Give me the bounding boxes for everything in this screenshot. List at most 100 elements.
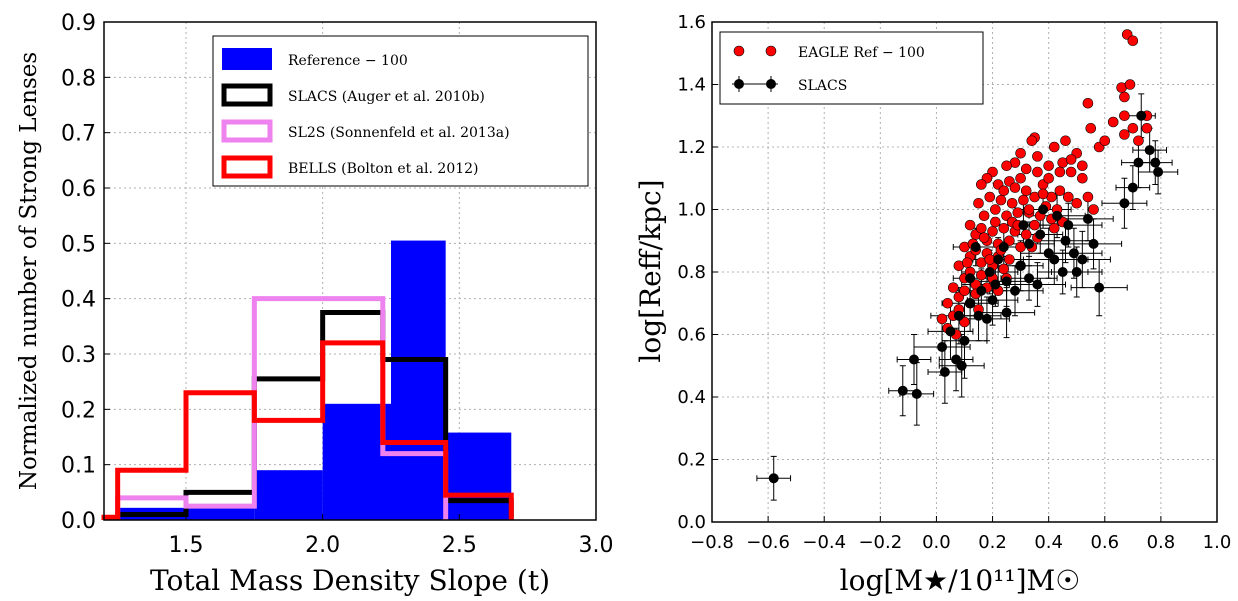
y-axis-label: Normalized number of Strong Lenses — [16, 52, 42, 490]
eagle-point — [1133, 135, 1144, 147]
eagle-point — [976, 179, 987, 190]
legend-label: Reference − 100 — [288, 53, 408, 69]
eagle-point — [1004, 254, 1015, 265]
eagle-point — [1054, 166, 1066, 178]
eagle-point — [962, 257, 973, 268]
eagle-point — [987, 226, 998, 237]
legend-label: SL2S (Sonnenfeld et al. 2013a) — [288, 125, 510, 141]
legend-marker — [766, 79, 776, 89]
eagle-point — [1048, 141, 1060, 153]
slacs-point — [1018, 220, 1029, 231]
histogram-bar — [445, 432, 512, 520]
slacs-point — [1052, 210, 1063, 221]
histogram-panel: 1.5 2.0 2.5 3.0 0.0 0.1 0.2 0.3 0.4 0.5 0.6 0.7 0.8 0… — [16, 11, 614, 597]
slacs-point — [970, 242, 981, 252]
eagle-point — [959, 285, 970, 297]
y-tick-label: 1.6 — [677, 12, 706, 33]
histogram-step-3 — [101, 340, 514, 520]
eagle-point — [1065, 166, 1077, 178]
histogram-steps — [101, 296, 514, 520]
eagle-point — [990, 204, 1001, 215]
eagle-point — [1032, 166, 1043, 178]
legend-marker — [765, 45, 777, 57]
x-axis-label: log[M★/10¹¹]M☉ — [840, 564, 1081, 597]
eagle-point — [1085, 122, 1097, 134]
x-tick-label: 0.6 — [1090, 532, 1119, 553]
x-tick-label: 0.4 — [1034, 532, 1063, 553]
eagle-point — [1023, 204, 1035, 215]
slacs-point — [1001, 307, 1012, 318]
slacs-point — [998, 242, 1009, 252]
x-tick-label: 0.0 — [922, 532, 951, 553]
slacs-point — [939, 367, 950, 377]
eagle-point — [1065, 154, 1077, 165]
slacs-point — [1068, 248, 1079, 259]
y-tick-label: 0.0 — [677, 512, 706, 533]
slacs-point — [1088, 238, 1099, 249]
legend-label: SLACS (Auger et al. 2010b) — [288, 89, 485, 105]
plot-frame — [103, 21, 597, 521]
slacs-point — [959, 335, 970, 346]
slacs-point — [1049, 254, 1060, 265]
slacs-point — [1001, 276, 1012, 287]
eagle-point — [1077, 172, 1088, 184]
y-tick-label: 0.0 — [61, 509, 96, 534]
x-tick-label: 0.8 — [1147, 532, 1176, 553]
slacs-point — [911, 388, 922, 399]
legend-swatch — [222, 48, 272, 70]
histogram-bars — [117, 240, 512, 521]
y-tick-label: 0.1 — [61, 454, 96, 479]
eagle-point — [1043, 172, 1054, 184]
slacs-point — [1133, 157, 1144, 168]
eagle-point — [1037, 188, 1049, 200]
slacs-point — [1127, 182, 1138, 193]
eagle-point — [978, 232, 990, 243]
eagle-point — [984, 191, 996, 203]
eagle-point — [998, 185, 1010, 197]
slacs-point — [956, 360, 967, 371]
slacs-point — [1071, 267, 1082, 277]
slacs-point — [993, 254, 1004, 265]
x-axis-label: Total Mass Density Slope (t) — [150, 564, 550, 597]
axis-ticks: −0.8 −0.6 −0.4 −0.2 0.0 0.2 0.4 0.6 0.8 1.0 0.0 0.2… — [677, 12, 1231, 553]
eagle-point — [1009, 182, 1021, 193]
legend: Reference − 100 SLACS (Auger et al. 2010b… — [212, 35, 589, 187]
legend-box — [212, 35, 589, 187]
eagle-point — [990, 216, 1001, 228]
eagle-point — [1048, 222, 1060, 234]
y-tick-label: 0.6 — [61, 177, 96, 202]
slacs-point — [1060, 235, 1071, 246]
slacs-point — [1150, 157, 1161, 168]
x-tick-label: 2.0 — [305, 533, 340, 558]
eagle-point — [1012, 207, 1024, 218]
eagle-point — [998, 263, 1010, 275]
scatter-points — [768, 29, 1164, 484]
slacs-point — [1032, 279, 1043, 290]
eagle-point — [1119, 129, 1130, 140]
slacs-point — [1024, 238, 1035, 249]
eagle-point — [942, 297, 953, 309]
y-tick-label: 0.2 — [61, 398, 96, 423]
slacs-point — [1024, 273, 1035, 284]
slacs-point — [945, 326, 956, 337]
slacs-point — [1035, 229, 1046, 240]
slacs-point — [953, 310, 964, 321]
y-tick-label: 0.4 — [61, 288, 96, 313]
slacs-point — [937, 342, 948, 352]
slacs-point — [1057, 267, 1068, 277]
x-tick-label: 1.0 — [1203, 532, 1232, 553]
eagle-point — [1020, 185, 1032, 197]
eagle-point — [1001, 160, 1012, 172]
y-tick-label: 1.2 — [677, 137, 706, 158]
eagle-point — [1020, 229, 1032, 240]
eagle-point — [1127, 35, 1139, 47]
eagle-point — [1127, 122, 1139, 134]
eagle-point — [1060, 135, 1071, 147]
legend: EAGLE Ref − 100 SLACS — [719, 31, 984, 105]
eagle-point — [1119, 110, 1130, 122]
histogram-bar — [322, 403, 391, 520]
eagle-point — [1043, 160, 1054, 172]
slacs-point — [981, 313, 992, 324]
legend-box — [719, 31, 984, 105]
